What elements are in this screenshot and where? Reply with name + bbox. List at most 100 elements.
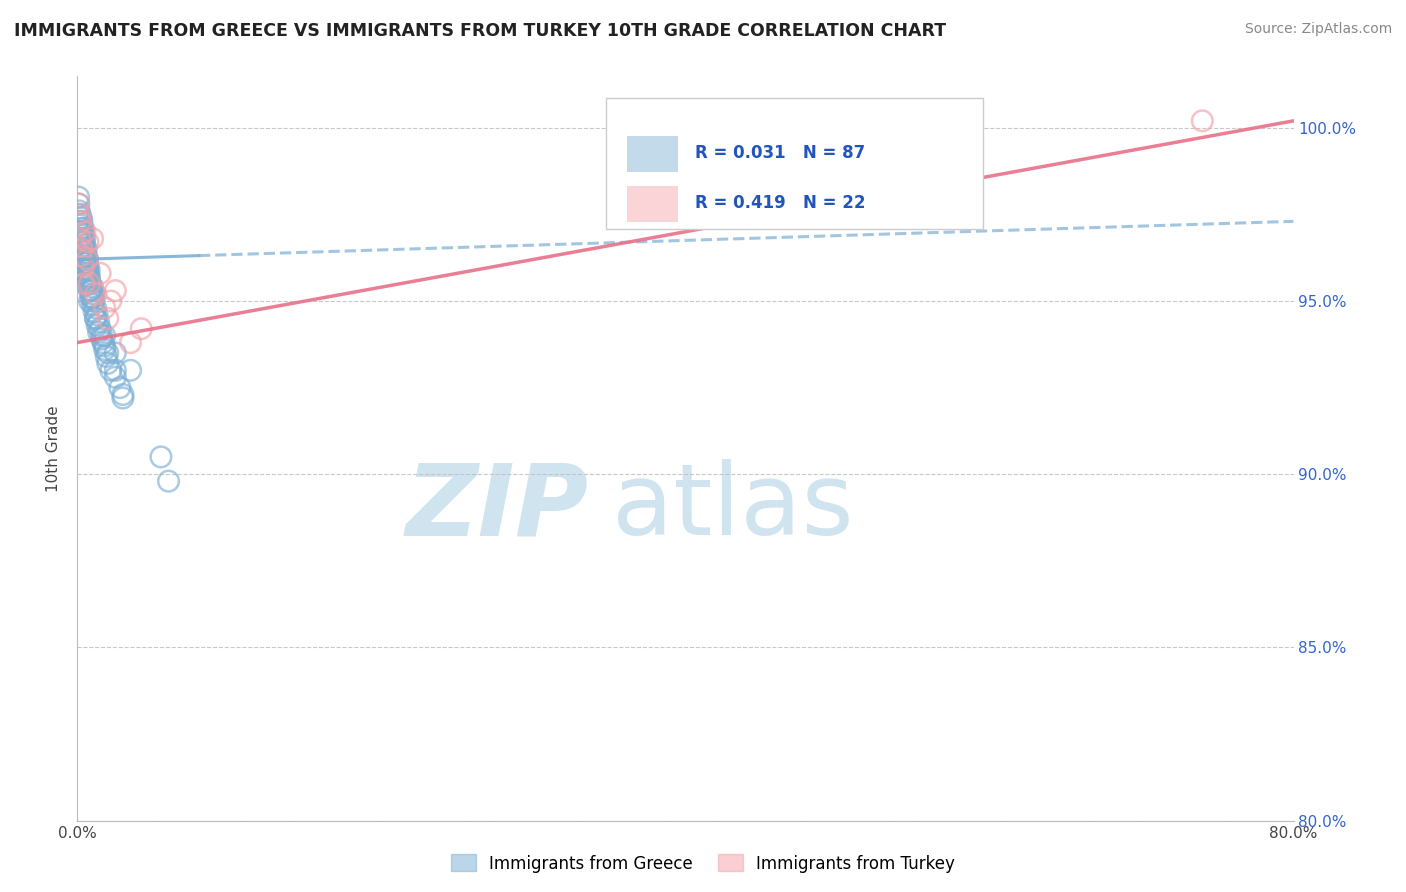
Point xyxy=(84,311,107,326)
Point xyxy=(77,235,100,249)
Point xyxy=(111,391,134,405)
Point xyxy=(75,269,97,284)
Text: R = 0.419   N = 22: R = 0.419 N = 22 xyxy=(695,194,866,212)
Point xyxy=(72,242,94,256)
Point xyxy=(76,252,98,267)
Point xyxy=(67,190,90,204)
Point xyxy=(67,197,90,211)
Legend: Immigrants from Greece, Immigrants from Turkey: Immigrants from Greece, Immigrants from … xyxy=(444,847,962,880)
Point xyxy=(79,284,101,298)
Point xyxy=(77,277,100,291)
Point xyxy=(96,350,118,364)
Point xyxy=(69,214,91,228)
Point xyxy=(157,474,180,488)
Point xyxy=(70,249,93,263)
Point xyxy=(75,256,97,270)
Point xyxy=(104,363,127,377)
Text: atlas: atlas xyxy=(613,459,853,557)
Point xyxy=(67,207,90,221)
Point xyxy=(93,339,115,353)
Bar xyxy=(627,136,678,172)
Point xyxy=(82,291,104,305)
Point xyxy=(97,311,120,326)
Point xyxy=(87,325,110,339)
Point xyxy=(79,277,101,291)
Point xyxy=(72,260,94,274)
Bar xyxy=(627,186,678,222)
Point xyxy=(79,277,101,291)
Point xyxy=(72,221,94,235)
Point xyxy=(73,277,96,291)
Point xyxy=(73,242,96,256)
Point xyxy=(100,293,122,308)
Point xyxy=(91,335,114,350)
Point xyxy=(104,370,127,384)
Point xyxy=(73,235,96,249)
Point xyxy=(67,232,90,246)
Point xyxy=(77,269,100,284)
Point xyxy=(87,315,110,329)
Point xyxy=(73,232,96,246)
Point xyxy=(75,245,97,260)
Point xyxy=(73,277,96,291)
Point xyxy=(73,238,96,252)
Point xyxy=(75,249,97,263)
Point xyxy=(73,262,96,277)
Point xyxy=(69,207,91,221)
Point xyxy=(120,335,142,350)
FancyBboxPatch shape xyxy=(606,98,983,228)
Point xyxy=(77,273,100,287)
Point xyxy=(73,225,96,239)
Point xyxy=(67,207,90,221)
Point xyxy=(82,287,104,301)
Point xyxy=(86,308,108,322)
Point xyxy=(79,269,101,284)
Point xyxy=(1191,113,1213,128)
Point xyxy=(79,277,101,291)
Point xyxy=(70,249,93,263)
Point xyxy=(86,318,108,333)
Point xyxy=(75,252,97,267)
Point xyxy=(69,225,91,239)
Point xyxy=(97,346,120,360)
Point xyxy=(82,280,104,294)
Point xyxy=(69,232,91,246)
Point xyxy=(70,242,93,256)
Text: ZIP: ZIP xyxy=(405,459,588,557)
Point xyxy=(84,287,107,301)
Point xyxy=(83,304,105,318)
Point xyxy=(90,328,112,343)
Point xyxy=(70,221,93,235)
Point xyxy=(67,203,90,218)
Point xyxy=(70,214,93,228)
Point xyxy=(73,249,96,263)
Point xyxy=(149,450,172,464)
Point xyxy=(69,242,91,256)
Text: Source: ZipAtlas.com: Source: ZipAtlas.com xyxy=(1244,22,1392,37)
Point xyxy=(70,225,93,239)
Point xyxy=(72,232,94,246)
Point xyxy=(83,293,105,308)
Point xyxy=(104,346,127,360)
Text: IMMIGRANTS FROM GREECE VS IMMIGRANTS FROM TURKEY 10TH GRADE CORRELATION CHART: IMMIGRANTS FROM GREECE VS IMMIGRANTS FRO… xyxy=(14,22,946,40)
Y-axis label: 10th Grade: 10th Grade xyxy=(46,405,62,491)
Point xyxy=(104,284,127,298)
Point xyxy=(82,232,104,246)
Point xyxy=(69,218,91,232)
Point xyxy=(76,262,98,277)
Point xyxy=(89,322,111,336)
Point xyxy=(80,284,103,298)
Point xyxy=(80,284,103,298)
Point xyxy=(70,211,93,225)
Point xyxy=(111,387,134,401)
Point xyxy=(120,363,142,377)
Point xyxy=(72,228,94,243)
Point xyxy=(108,381,131,395)
Point xyxy=(89,266,111,280)
Point xyxy=(93,343,115,357)
Point xyxy=(93,301,115,315)
Point xyxy=(75,242,97,256)
Point xyxy=(76,252,98,267)
Point xyxy=(100,363,122,377)
Point xyxy=(97,356,120,370)
